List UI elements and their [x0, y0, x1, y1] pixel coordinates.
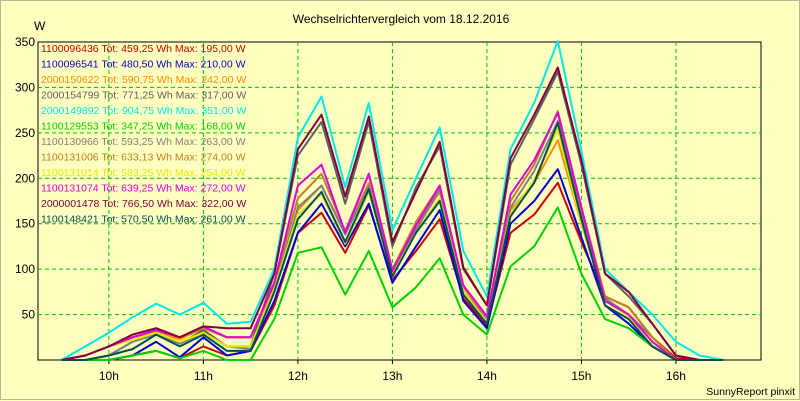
legend-entry-11: 2000001478 Tot: 766,50 Wh Max: 322,00 W [41, 198, 246, 210]
footer-credit: SunnyReport pinxit [706, 386, 795, 398]
x-tick-label: 12h [288, 369, 308, 383]
legend-entry-6: 1100129553 Tot: 347,25 Wh Max: 168,00 W [41, 121, 246, 133]
legend-entry-9: 1100131014 Tot: 583,25 Wh Max: 254,00 W [41, 167, 246, 179]
x-axis: 10h 11h 12h 13h 14h 15h 16h [99, 360, 686, 383]
legend-entry-10: 1100131074 Tot: 639,25 Wh Max: 272,00 W [41, 183, 246, 195]
x-tick-label: 16h [666, 369, 686, 383]
y-tick-label: 150 [15, 217, 35, 231]
x-tick-label: 10h [99, 369, 119, 383]
series-line-12 [61, 121, 724, 361]
grid [38, 42, 761, 360]
x-tick-label: 11h [194, 369, 213, 383]
x-tick-label: 14h [477, 369, 497, 383]
series-line-6 [61, 206, 724, 361]
legend-entry-8: 1100131006 Tot: 633,13 Wh Max: 274,00 W [41, 152, 246, 164]
legend-entry-3: 2000150622 Tot: 590,75 Wh Max: 242,00 W [41, 74, 246, 86]
series-lines [61, 40, 724, 361]
legend-entry-4: 2000154799 Tot: 771,25 Wh Max: 317,00 W [41, 90, 246, 102]
y-tick-label: 250 [15, 126, 35, 140]
chart-title: Wechselrichtervergleich vom 18.12.2016 [293, 12, 510, 26]
y-tick-label: 200 [15, 171, 35, 185]
x-tick-label: 15h [571, 369, 591, 383]
legend: 1100096436 Tot: 459,25 Wh Max: 195,00 W 1… [41, 43, 246, 226]
y-tick-label: 50 [22, 308, 36, 322]
y-tick-label: 100 [15, 262, 35, 276]
legend-entry-2: 1100096541 Tot: 480,50 Wh Max: 210,00 W [41, 59, 246, 71]
y-axis-unit-label: W [34, 19, 46, 33]
y-tick-label: 350 [15, 35, 35, 49]
legend-entry-1: 1100096436 Tot: 459,25 Wh Max: 195,00 W [41, 43, 246, 55]
series-line-2 [61, 168, 724, 361]
y-axis: 50 100 150 200 250 300 350 [15, 35, 35, 322]
legend-entry-7: 1100130966 Tot: 593,25 Wh Max: 263,00 W [41, 136, 246, 148]
series-line-11 [61, 66, 724, 361]
x-tick-label: 13h [382, 369, 402, 383]
series-line-5 [61, 40, 724, 361]
legend-entry-12: 1100148421 Tot: 570,50 Wh Max: 261,00 W [41, 214, 246, 226]
y-tick-label: 300 [15, 80, 35, 94]
legend-entry-5: 2000149892 Tot: 904,75 Wh Max: 351,00 W [41, 105, 246, 117]
